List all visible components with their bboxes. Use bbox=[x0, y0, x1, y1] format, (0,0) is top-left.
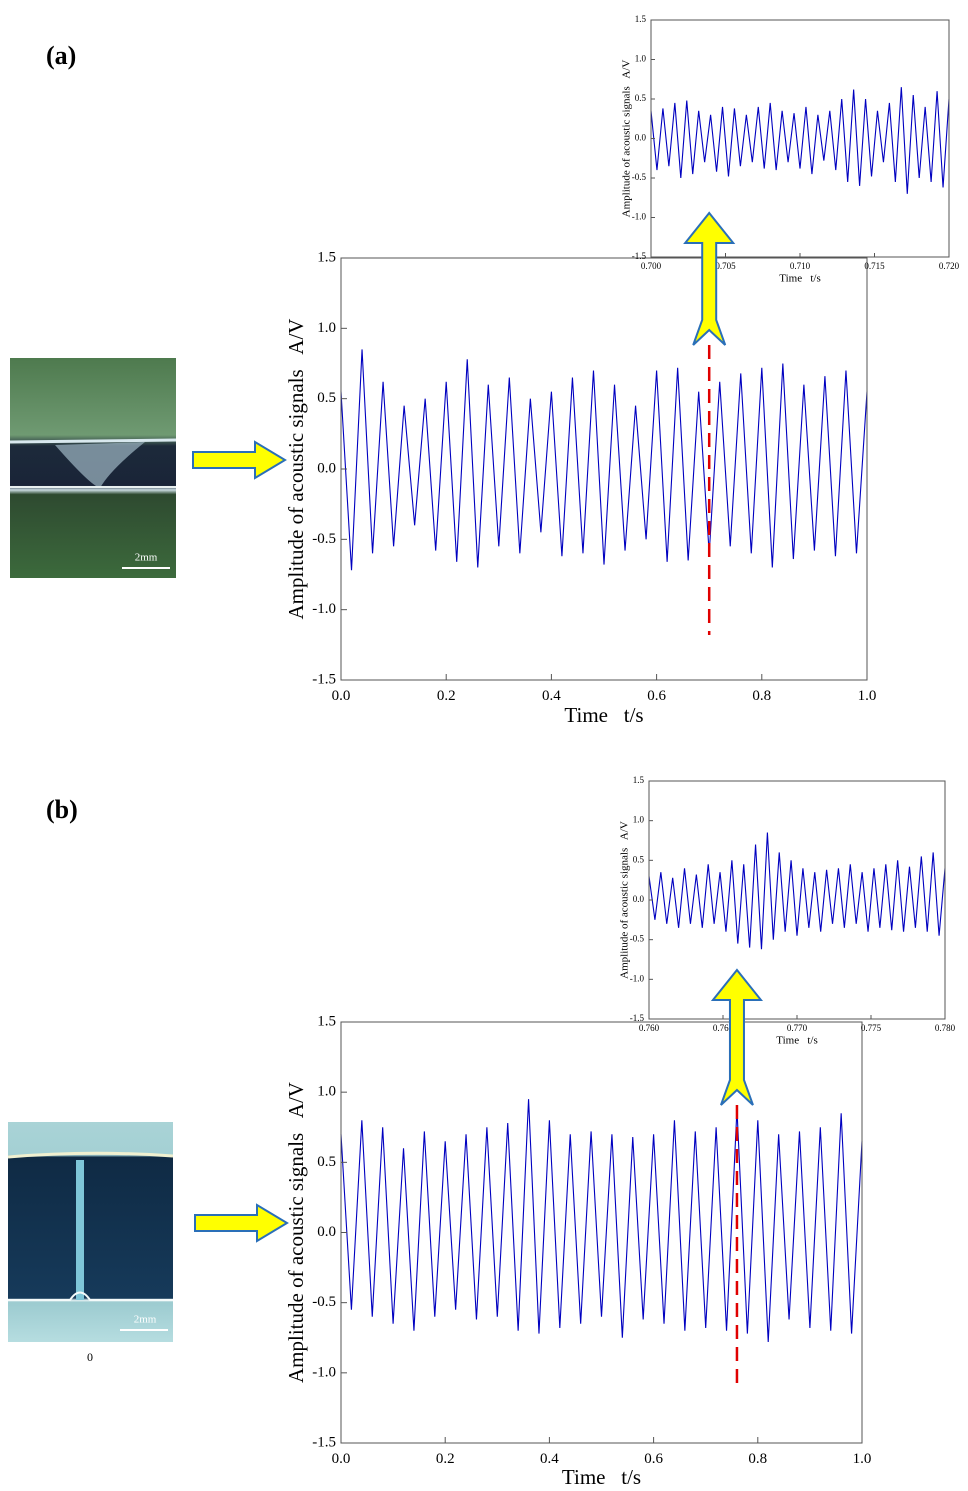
x-tick-label: 0.8 bbox=[748, 1451, 767, 1467]
x-tick-label: 0.8 bbox=[752, 688, 771, 704]
x-tick-label: 0.765 bbox=[713, 1023, 734, 1033]
chart: -1.5 -1.0 -0.5 0.0 0.5 1.0 1.5 0.700 0.705 0.710 0… bbox=[621, 14, 960, 284]
y-tick-label: -0.5 bbox=[312, 531, 336, 547]
x-tick-label: 0.715 bbox=[864, 261, 885, 271]
x-tick-label: 0.6 bbox=[644, 1451, 663, 1467]
photo-a: 2mm bbox=[9, 358, 177, 578]
signal-line bbox=[648, 832, 946, 950]
y-tick-label: -1.5 bbox=[312, 1434, 336, 1450]
y-tick-label: 1.0 bbox=[633, 815, 645, 825]
panel-label: (b) bbox=[46, 795, 78, 824]
x-tick-label: 1.0 bbox=[858, 688, 877, 704]
x-tick-label: 0.710 bbox=[790, 261, 811, 271]
y-tick-label: 0.0 bbox=[635, 133, 647, 143]
zoom-arrow bbox=[710, 968, 764, 1106]
y-tick-label: 1.0 bbox=[317, 1084, 336, 1100]
y-tick-label: 1.5 bbox=[317, 249, 336, 265]
y-tick-label: 0.0 bbox=[317, 1224, 336, 1240]
x-axis-label: Time t/s bbox=[564, 703, 643, 727]
y-tick-label: -0.5 bbox=[630, 934, 645, 944]
x-tick-label: 0.770 bbox=[787, 1023, 808, 1033]
y-tick-label: -1.0 bbox=[312, 1364, 336, 1380]
x-tick-label: 0.4 bbox=[542, 688, 561, 704]
y-tick-label: 1.5 bbox=[633, 775, 645, 785]
zoom-arrow bbox=[683, 211, 736, 346]
scale-label: 2mm bbox=[135, 552, 158, 564]
x-tick-label: 0.6 bbox=[647, 688, 666, 704]
signal-line bbox=[650, 87, 950, 194]
x-tick-label: 1.0 bbox=[853, 1451, 872, 1467]
x-tick-label: 0.760 bbox=[639, 1023, 660, 1033]
y-tick-label: 0.5 bbox=[317, 1154, 336, 1170]
chart: -1.5 -1.0 -0.5 0.0 0.5 1.0 1.5 0.760 0.765 0.770 0… bbox=[619, 775, 956, 1046]
x-tick-label: 0.705 bbox=[715, 261, 736, 271]
y-tick-label: 0.0 bbox=[633, 894, 645, 904]
y-tick-label: 1.5 bbox=[317, 1013, 336, 1029]
y-axis-label: Amplitude of acoustic signals A/V bbox=[284, 1082, 308, 1383]
y-tick-label: -0.5 bbox=[632, 172, 647, 182]
scale-label: 2mm bbox=[134, 1314, 157, 1326]
y-axis-label: Amplitude of acoustic signals A/V bbox=[619, 821, 631, 979]
y-tick-label: -1.5 bbox=[630, 1013, 645, 1023]
x-axis-label: Time t/s bbox=[562, 1465, 641, 1489]
y-tick-label: 0.5 bbox=[633, 854, 645, 864]
y-tick-label: 0.5 bbox=[317, 390, 336, 406]
x-tick-label: 0.2 bbox=[436, 1451, 455, 1467]
x-tick-label: 0.720 bbox=[939, 261, 960, 271]
y-tick-label: 1.0 bbox=[635, 54, 647, 64]
y-axis-label: Amplitude of acoustic signals A/V bbox=[284, 319, 308, 620]
x-tick-label: 0.4 bbox=[540, 1451, 559, 1467]
x-tick-label: 0.0 bbox=[332, 1451, 351, 1467]
x-axis-label: Time t/s bbox=[776, 1035, 817, 1047]
panel-label: (a) bbox=[46, 41, 76, 70]
background bbox=[578, 0, 960, 312]
photo-b: 2mm 0 bbox=[7, 1122, 174, 1364]
y-tick-label: -0.5 bbox=[312, 1294, 336, 1310]
x-tick-label: 0.2 bbox=[437, 688, 456, 704]
x-tick-label: 0.780 bbox=[935, 1023, 956, 1033]
y-tick-label: -1.0 bbox=[312, 601, 336, 617]
y-tick-label: 0.5 bbox=[635, 93, 647, 103]
y-axis-label: Amplitude of acoustic signals A/V bbox=[621, 60, 633, 218]
y-tick-label: 0.0 bbox=[317, 460, 336, 476]
chart: -1.5 -1.0 -0.5 0.0 0.5 1.0 1.5 0.0 0.2 0.4 0.6 0.8 1… bbox=[284, 770, 960, 1489]
arrows bbox=[192, 440, 289, 1243]
y-tick-label: -1.5 bbox=[632, 251, 647, 261]
signal-line bbox=[340, 1099, 863, 1342]
y-tick-label: 1.0 bbox=[317, 320, 336, 336]
background bbox=[575, 770, 960, 1080]
x-tick-label: 0.700 bbox=[641, 261, 662, 271]
y-tick-label: -1.0 bbox=[632, 212, 647, 222]
x-tick-label: 0.0 bbox=[332, 688, 351, 704]
signal-line bbox=[340, 349, 868, 571]
chart: -1.5 -1.0 -0.5 0.0 0.5 1.0 1.5 0.0 0.2 0.4 0.6 0.8 1… bbox=[284, 0, 960, 727]
photo-caption: 0 bbox=[87, 1350, 93, 1364]
y-tick-label: -1.5 bbox=[312, 671, 336, 687]
x-tick-label: 0.775 bbox=[861, 1023, 882, 1033]
y-tick-label: -1.0 bbox=[630, 973, 645, 983]
x-axis-label: Time t/s bbox=[779, 273, 820, 285]
y-tick-label: 1.5 bbox=[635, 14, 647, 24]
